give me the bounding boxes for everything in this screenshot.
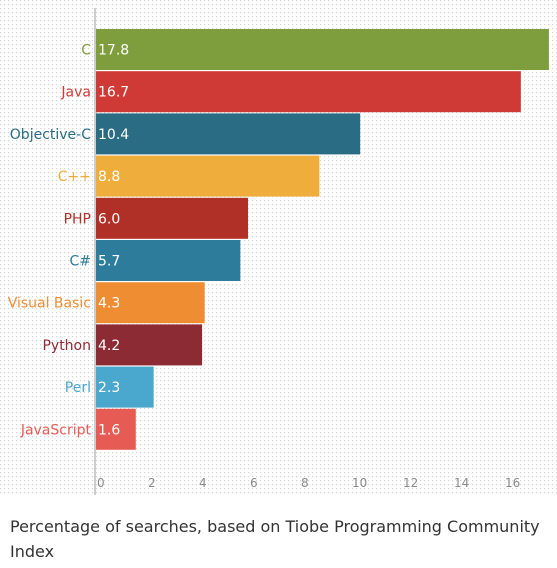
category-label: Java	[60, 85, 91, 101]
value-label: 2.3	[98, 380, 120, 396]
x-tick-label: 6	[250, 476, 258, 490]
value-label: 6.0	[98, 211, 120, 227]
bar-c	[96, 29, 549, 70]
x-tick-label: 0	[97, 476, 105, 490]
value-label: 10.4	[98, 127, 129, 143]
category-label: Objective-C	[10, 127, 91, 143]
category-label: Visual Basic	[8, 296, 91, 312]
value-label: 5.7	[98, 254, 120, 270]
category-label: Python	[42, 338, 91, 354]
x-tick-label: 14	[454, 476, 469, 490]
bar-php	[96, 197, 248, 239]
bar-chart: C 17.8 Java 16.7 Objective-C 10.4 C++ 8.8 PHP 6.0…	[0, 0, 557, 495]
value-label: 16.7	[98, 85, 129, 101]
category-label: C#	[69, 254, 91, 270]
category-label: JavaScript	[20, 422, 92, 438]
bar-javascript	[96, 408, 136, 450]
bar-visual-basic	[96, 282, 205, 324]
x-tick-label: 10	[352, 476, 367, 490]
x-tick-label: 2	[148, 476, 156, 490]
bar-c	[96, 240, 241, 281]
category-label: PHP	[64, 211, 91, 227]
value-label: 17.8	[98, 43, 129, 59]
x-tick-label: 4	[199, 476, 207, 490]
bar-java	[96, 71, 521, 113]
bar-c	[96, 155, 320, 197]
value-label: 1.6	[98, 422, 120, 438]
value-label: 4.2	[98, 338, 120, 354]
value-label: 8.8	[98, 169, 120, 185]
x-tick-label: 8	[301, 476, 309, 490]
x-tick-label: 12	[403, 476, 418, 490]
category-label: Perl	[65, 380, 91, 396]
category-label: C	[81, 43, 91, 59]
bar-perl	[96, 366, 154, 408]
bar-python	[96, 324, 203, 366]
value-label: 4.3	[98, 296, 120, 312]
x-tick-label: 16	[505, 476, 520, 490]
bar-objective-c	[96, 113, 361, 155]
category-label: C++	[58, 169, 91, 185]
chart-caption: Percentage of searches, based on Tiobe P…	[10, 517, 540, 561]
